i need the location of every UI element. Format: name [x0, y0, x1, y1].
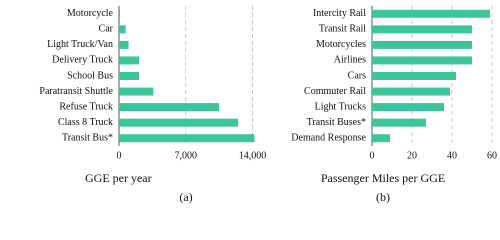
bar [372, 72, 456, 80]
bar [372, 56, 472, 65]
bar [119, 103, 220, 112]
y-tick-label: Transit Rail [319, 24, 366, 35]
x-tick-label: 20 [407, 150, 417, 161]
bar [119, 56, 140, 65]
bar [119, 118, 239, 127]
caption: (a) [179, 190, 192, 204]
x-tick-label: 7,000 [174, 150, 197, 161]
bar [372, 25, 472, 34]
x-axis-label: GGE per year [85, 171, 152, 185]
bar [372, 9, 490, 18]
bar [119, 25, 126, 34]
y-tick-label: Paratransit Shuttle [39, 86, 113, 97]
bar [372, 40, 472, 49]
bar [119, 72, 140, 80]
y-tick-label: School Bus [67, 70, 113, 81]
bar [372, 134, 390, 143]
y-tick-label: Light Truck/Van [47, 39, 113, 50]
y-tick-label: Intercity Rail [313, 8, 366, 19]
x-tick-label: 40 [447, 150, 457, 161]
caption: (b) [376, 190, 390, 204]
y-tick-label: Airlines [334, 55, 366, 66]
bar [119, 134, 255, 143]
y-tick-label: Commuter Rail [304, 86, 366, 97]
y-tick-label: Transit Bus* [62, 133, 113, 144]
bar [372, 118, 426, 127]
x-tick-label: 0 [370, 150, 375, 161]
y-tick-label: Delivery Truck [52, 55, 113, 66]
x-axis-label: Passenger Miles per GGE [321, 171, 445, 185]
y-tick-label: Motorcycles [316, 39, 366, 50]
bar [372, 103, 444, 112]
bar [119, 87, 154, 96]
figure: 0 7,000 14,000 Motorcycle Car Light Truck/Van… [39, 6, 497, 204]
y-tick-label: Demand Response [291, 133, 366, 144]
y-tick-label: Class 8 Truck [58, 117, 113, 128]
y-tick-label: Light Trucks [315, 101, 367, 112]
bar [119, 40, 129, 49]
y-tick-label: Car [99, 24, 114, 35]
bar [119, 9, 120, 18]
bar [372, 87, 450, 96]
y-tick-label: Cars [348, 70, 366, 81]
y-tick-label: Refuse Truck [59, 101, 113, 112]
x-tick-label: 14,000 [239, 150, 267, 161]
x-tick-label: 0 [117, 150, 122, 161]
y-tick-label: Motorcycle [67, 8, 114, 19]
y-tick-label: Transit Buses* [307, 117, 366, 128]
x-tick-label: 60 [487, 150, 497, 161]
